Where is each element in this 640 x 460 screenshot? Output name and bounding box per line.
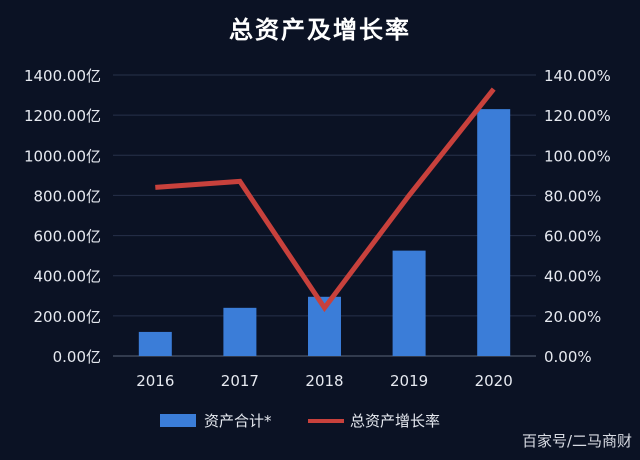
x-axis-ticks: 2016 2017 2018 2019 2020 <box>136 372 513 390</box>
legend: 资产合计* 总资产增长率 <box>160 410 500 434</box>
left-tick-label: 400.00亿 <box>34 268 102 286</box>
right-tick-label: 40.00% <box>544 268 601 286</box>
left-axis-ticks: 0.00亿 200.00亿 400.00亿 600.00亿 800.00亿 1000.00… <box>24 67 101 366</box>
line-series <box>155 87 496 313</box>
left-tick-label: 0.00亿 <box>53 348 101 366</box>
left-tick-label: 1400.00亿 <box>24 67 101 85</box>
x-tick-label: 2018 <box>305 372 343 390</box>
bar <box>223 307 257 356</box>
x-tick-label: 2019 <box>390 372 428 390</box>
left-tick-label: 1000.00亿 <box>24 147 101 165</box>
right-tick-label: 20.00% <box>544 308 601 326</box>
bar-series <box>138 109 511 356</box>
bar <box>477 109 511 356</box>
right-tick-label: 60.00% <box>544 228 601 246</box>
bar <box>392 250 426 356</box>
bar <box>138 331 172 356</box>
x-tick-label: 2017 <box>221 372 259 390</box>
left-tick-label: 200.00亿 <box>34 308 102 326</box>
right-tick-label: 120.00% <box>544 107 611 125</box>
growth-line <box>155 87 496 313</box>
left-tick-label: 600.00亿 <box>34 228 102 246</box>
legend-label-bar: 资产合计* <box>204 412 272 430</box>
right-tick-label: 0.00% <box>544 348 592 366</box>
legend-swatch-line <box>308 418 344 423</box>
right-tick-label: 80.00% <box>544 187 601 205</box>
left-tick-label: 1200.00亿 <box>24 107 101 125</box>
legend-item-line: 总资产增长率 <box>308 410 440 431</box>
right-tick-label: 140.00% <box>544 67 611 85</box>
legend-item-bar: 资产合计* <box>160 410 272 431</box>
legend-swatch-bar <box>160 414 196 427</box>
left-tick-label: 800.00亿 <box>34 187 102 205</box>
legend-label-line: 总资产增长率 <box>350 412 441 430</box>
right-tick-label: 100.00% <box>544 147 611 165</box>
x-tick-label: 2020 <box>475 372 513 390</box>
watermark: 百家号/二马商财 <box>521 432 632 450</box>
right-axis-ticks: 0.00% 20.00% 40.00% 60.00% 80.00% 100.00% 120.… <box>544 67 611 366</box>
x-tick-label: 2016 <box>136 372 174 390</box>
chart-title: 总资产及增长率 <box>229 16 411 44</box>
